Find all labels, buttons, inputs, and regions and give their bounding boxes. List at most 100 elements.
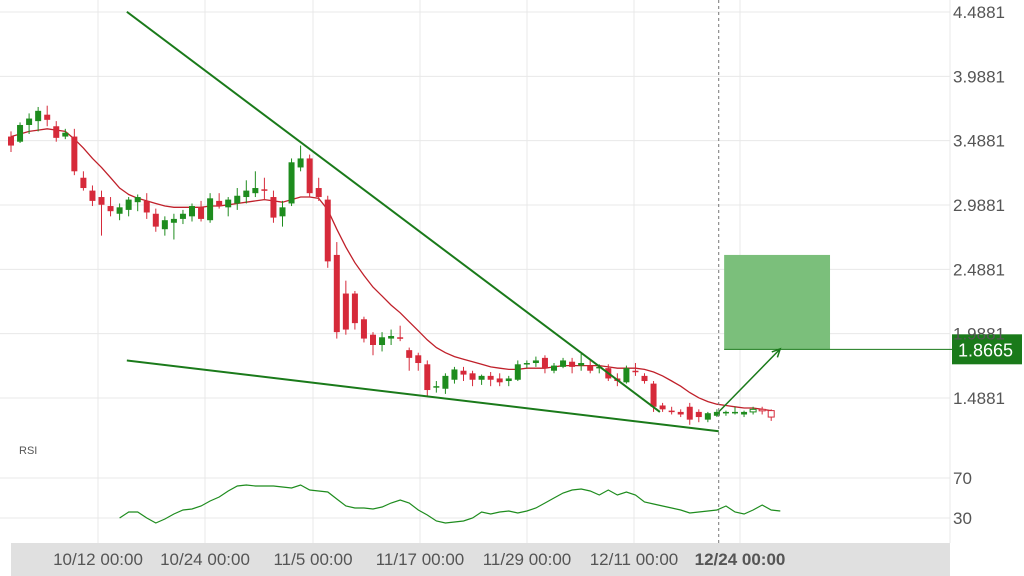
x-tick-label: 10/24 00:00 [160,550,250,569]
y-tick-label: 3.9881 [953,67,1005,86]
candle-body [252,188,259,194]
candle [668,406,675,415]
projection-arrow-head [771,347,782,358]
y-tick-label: 2.4881 [953,260,1005,279]
candle-body [541,357,548,369]
candle [98,190,105,236]
candle [632,363,639,376]
candle [732,406,738,415]
candle [496,373,503,387]
candle [71,128,78,176]
candle-body [668,410,675,413]
projection-arrow [718,348,781,413]
candle-body [767,410,775,418]
candle [297,145,304,172]
candle [514,360,521,382]
candle [44,105,51,127]
y-tick-label: 1.4881 [953,389,1005,408]
candle [758,406,766,415]
candle-body [551,365,557,371]
candle [578,354,585,371]
candle-body [234,195,241,204]
candle [659,402,666,412]
candle [351,290,358,330]
candle [704,411,711,423]
candle-body [17,124,24,142]
candle [152,208,159,232]
current-price-box [952,334,1022,365]
candle-body [80,177,87,189]
candle-body [487,375,494,380]
candle-body [261,189,268,191]
candle [379,332,386,352]
candle-body [107,206,114,212]
candle [541,355,548,374]
candle-body [505,378,512,382]
rsi-title: RSI [19,445,37,457]
candle-body [62,132,69,137]
grid-lines [0,0,951,543]
candle [587,360,594,374]
candle [469,370,476,387]
candle-body [578,363,585,366]
candle [225,197,232,217]
candle [35,106,42,132]
candle-body [722,411,729,414]
candle [360,316,367,343]
candle [560,357,567,369]
candle [532,356,539,367]
candle [279,200,286,227]
candle [134,194,141,212]
candle-body [560,360,567,367]
candle-body [523,363,530,365]
candle [143,193,150,219]
candle-body [532,360,539,364]
candle-body [189,206,195,217]
candle-body [26,118,33,125]
candle [198,200,205,222]
x-tick-label: 11/29 00:00 [483,550,572,569]
candle-body [116,207,123,214]
candle [677,409,684,418]
candle-body [406,350,413,358]
candle-body [569,361,576,367]
candle-body [198,207,205,219]
candle-body [89,190,96,201]
candle-body [677,411,684,415]
candle [170,213,177,240]
candle [306,154,313,198]
candle [189,203,195,222]
candle-body [749,408,757,413]
rsi-tick-label: 30 [953,509,972,528]
candle [243,180,250,204]
candle-body [659,405,666,410]
candle-body [98,197,105,205]
candle-body [478,375,485,380]
candle [270,190,277,223]
candle [107,197,114,217]
candles [8,105,775,425]
candle [207,193,214,223]
candle [741,410,748,418]
candle-body [650,383,657,407]
y-axis: 4.4881 3.9881 3.4881 2.9881 2.4881 1.9881 1.48… [953,3,1005,528]
candle [505,375,512,387]
candle [125,197,132,217]
candle [161,216,168,236]
resistance-trendline [126,10,661,413]
candle-body [71,136,78,172]
candle [460,366,467,382]
candle [179,209,186,225]
candle [261,177,268,200]
candle-body [741,411,748,415]
candle-body [161,220,168,230]
candle [722,410,729,416]
candle-body [225,199,232,208]
candle [26,113,33,134]
candle [288,158,295,207]
candle [623,365,630,384]
x-tick-label: 10/12 00:00 [53,550,143,569]
candle [433,381,440,393]
